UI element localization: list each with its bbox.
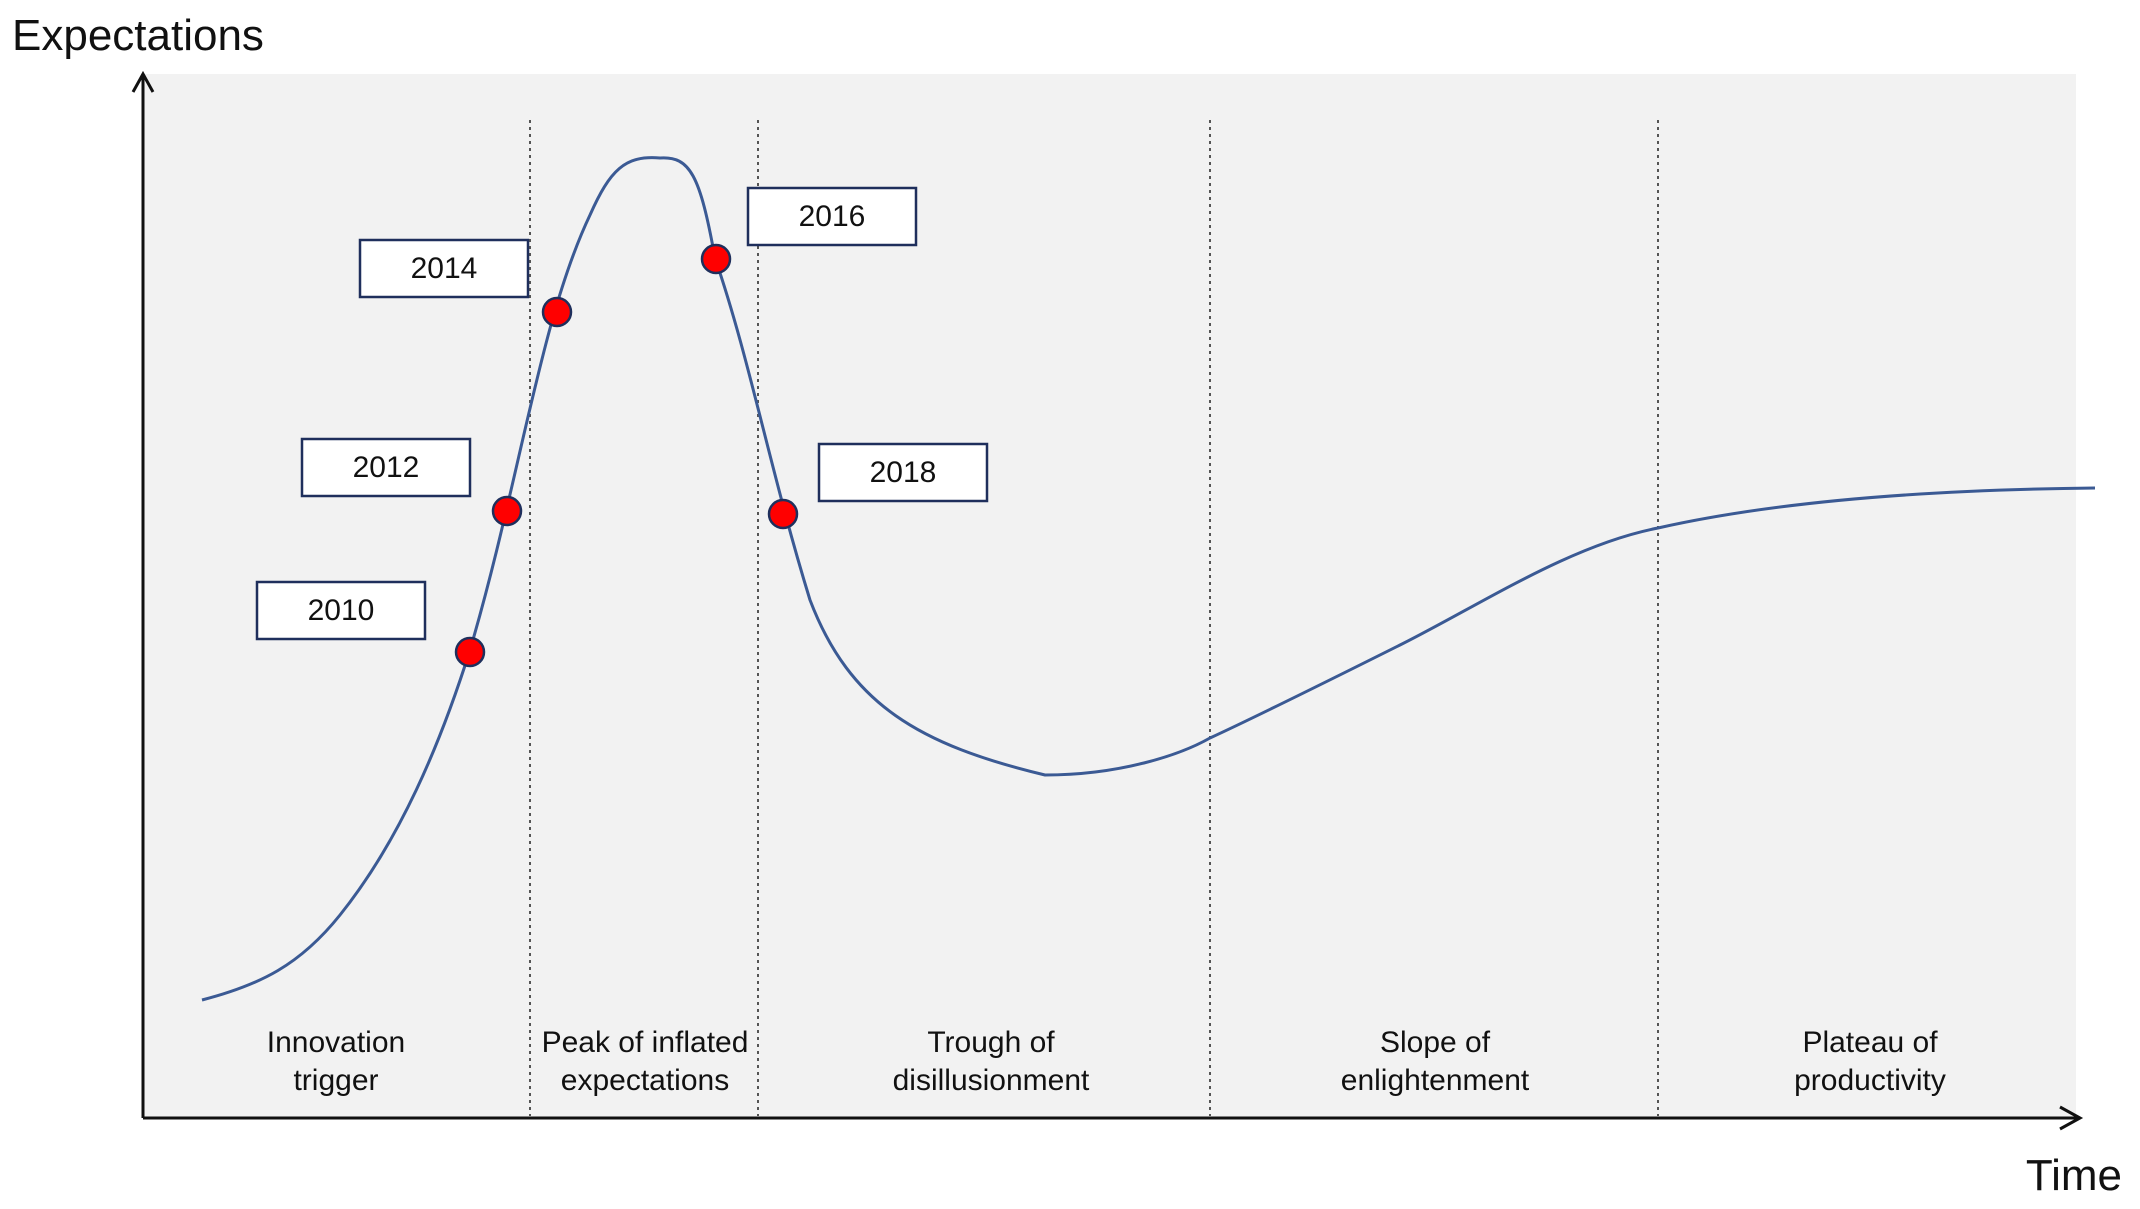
year-label: 2012	[353, 451, 420, 484]
x-axis-arrow	[2059, 1105, 2084, 1131]
year-label-box	[255, 580, 427, 641]
milestone-marker	[454, 636, 486, 668]
phase-label-line1: Plateau of	[1802, 1026, 1938, 1059]
phase-label-line2: expectations	[561, 1064, 729, 1097]
milestone-marker	[700, 243, 732, 275]
phase-label-line2: disillusionment	[893, 1064, 1090, 1097]
phase-slope-of-enlightenment: Slope of enlightenment	[1341, 1026, 1530, 1097]
year-label: 2014	[411, 252, 478, 285]
phase-peak-of-inflated-expectations: Peak of inflated expectations	[542, 1026, 749, 1097]
milestone-2018: 2018	[767, 442, 989, 530]
milestone-marker	[491, 495, 523, 527]
phase-label-line2: trigger	[293, 1064, 378, 1097]
y-axis-title: Expectations	[12, 11, 264, 60]
phase-innovation-trigger: Innovation trigger	[267, 1026, 405, 1097]
phase-label-line1: Innovation	[267, 1026, 405, 1059]
milestone-marker	[767, 498, 799, 530]
phase-label-line2: enlightenment	[1341, 1064, 1530, 1097]
year-label-box	[746, 186, 918, 247]
x-axis-title: Time	[2026, 1151, 2122, 1200]
phase-plateau-of-productivity: Plateau of productivity	[1794, 1026, 1946, 1097]
year-label-box	[300, 437, 472, 498]
milestone-2014: 2014	[358, 238, 573, 328]
phase-label-line1: Slope of	[1380, 1026, 1491, 1059]
year-label-box	[358, 238, 530, 299]
year-label-box	[817, 442, 989, 503]
milestone-2016: 2016	[700, 186, 918, 275]
y-axis-arrow	[131, 70, 155, 93]
year-label: 2016	[799, 200, 866, 233]
year-label: 2018	[870, 456, 937, 489]
phase-label-line2: productivity	[1794, 1064, 1946, 1097]
plot-background	[144, 74, 2076, 1118]
year-label: 2010	[308, 594, 375, 627]
milestone-2010: 2010	[255, 580, 486, 668]
milestone-marker	[541, 296, 573, 328]
milestone-2012: 2012	[300, 437, 523, 527]
phase-label-line1: Peak of inflated	[542, 1026, 749, 1059]
phase-trough-of-disillusionment: Trough of disillusionment	[893, 1026, 1090, 1097]
phase-label-line1: Trough of	[927, 1026, 1055, 1059]
